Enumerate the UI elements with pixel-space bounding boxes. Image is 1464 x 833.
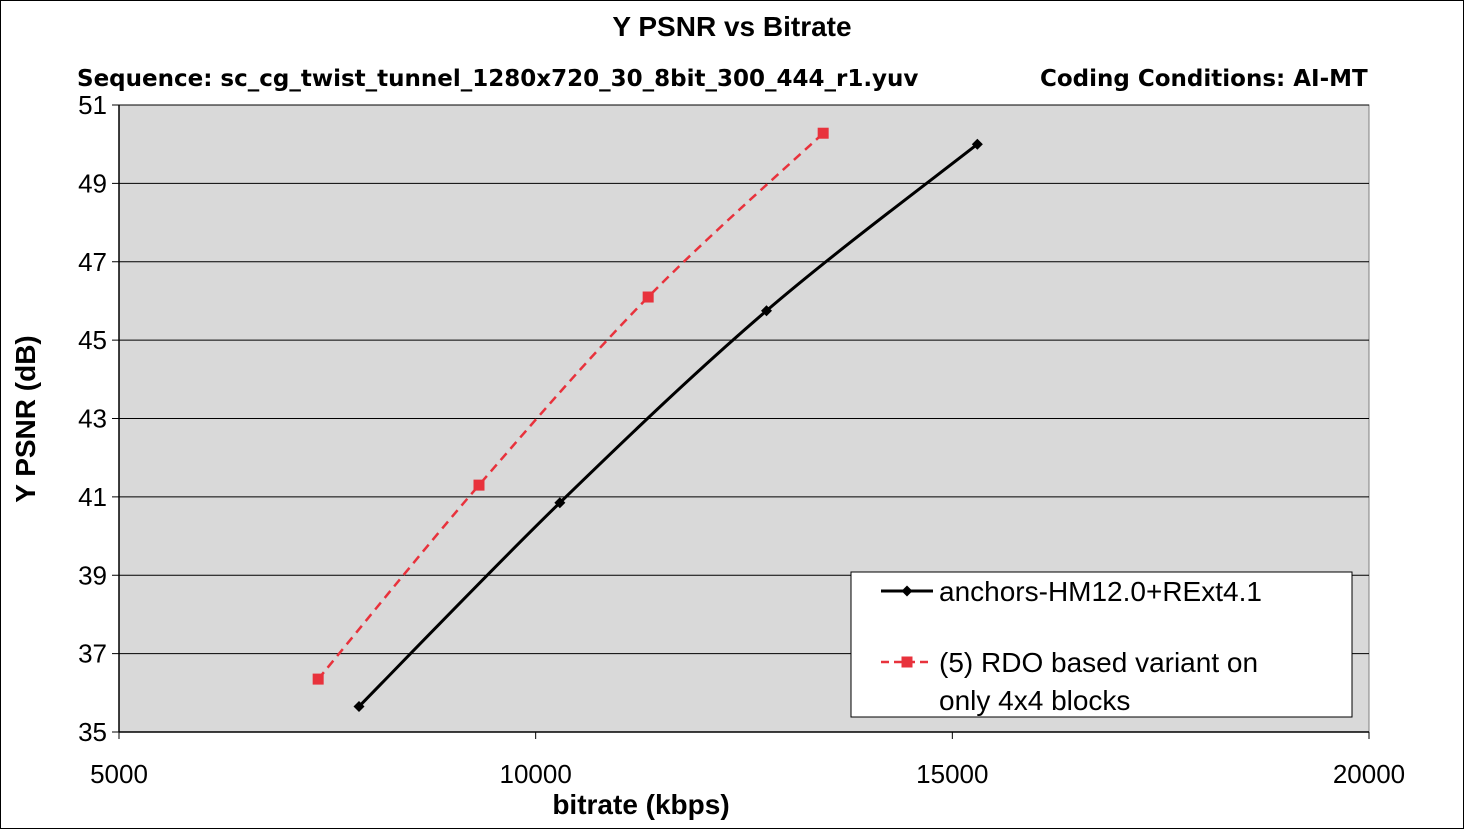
y-axis-label: Y PSNR (dB) [10, 335, 41, 503]
y-tick-label-37: 37 [78, 639, 107, 669]
series-0-point-1 [554, 497, 566, 509]
legend-label-variant-line2: only 4x4 blocks [939, 685, 1130, 716]
chart-subtitle-sequence: Sequence: sc_cg_twist_tunnel_1280x720_30… [77, 66, 918, 92]
x-tick-label-15000: 15000 [916, 759, 988, 789]
x-tick-labels: 5000 10000 15000 20000 [90, 759, 1405, 789]
series-0-line [357, 143, 979, 708]
series-1 [312, 127, 829, 685]
legend-label-anchors: anchors-HM12.0+RExt4.1 [939, 576, 1262, 607]
legend-box [850, 571, 1353, 718]
series-0 [353, 138, 983, 713]
series-1-point-0 [312, 673, 324, 685]
y-tick-label-51: 51 [78, 90, 107, 120]
axes [112, 104, 1370, 739]
x-tick-label-20000: 20000 [1333, 759, 1405, 789]
y-tick-label-41: 41 [78, 482, 107, 512]
y-tick-label-47: 47 [78, 247, 107, 277]
chart-title: Y PSNR vs Bitrate [612, 11, 851, 42]
y-tick-label-35: 35 [78, 717, 107, 747]
y-tick-label-39: 39 [78, 560, 107, 590]
series-1-line [317, 132, 825, 680]
series-1-point-3 [817, 127, 829, 139]
y-tick-label-43: 43 [78, 404, 107, 434]
x-tick-label-5000: 5000 [90, 759, 148, 789]
legend-items [881, 585, 933, 668]
series-0-point-2 [761, 305, 772, 317]
series-0-point-0 [353, 701, 365, 713]
y-tick-label-45: 45 [78, 325, 107, 355]
x-tick-label-10000: 10000 [500, 759, 572, 789]
y-tick-labels: 35 37 39 41 43 45 47 49 51 [78, 90, 107, 747]
y-tick-label-49: 49 [78, 168, 107, 198]
legend-swatch-marker-0 [901, 585, 913, 597]
legend-label-variant-line1: (5) RDO based variant on [939, 647, 1258, 678]
series-0-point-3 [971, 138, 983, 150]
chart-subtitle-conditions: Coding Conditions: AI-MT [1040, 66, 1368, 92]
series-1-point-1 [473, 479, 485, 491]
legend: anchors-HM12.0+RExt4.1 (5) RDO based var… [850, 571, 1353, 718]
series-1-point-2 [642, 291, 654, 303]
series [312, 127, 983, 713]
x-axis-label: bitrate (kbps) [552, 789, 729, 820]
legend-swatch-marker-1 [901, 656, 913, 668]
